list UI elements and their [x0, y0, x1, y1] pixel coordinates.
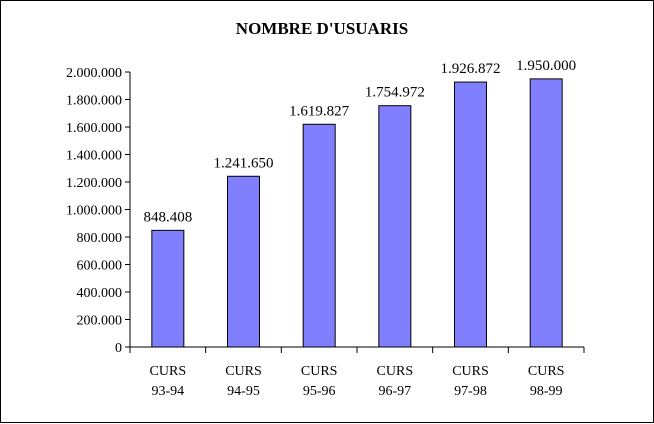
y-tick-label: 600.000: [77, 259, 123, 274]
bar: [454, 81, 487, 348]
x-category-label: CURS: [377, 364, 414, 379]
x-category-label: CURS: [452, 364, 489, 379]
y-tick-label: 1.000.000: [66, 204, 122, 219]
y-tick-label: 1.200.000: [66, 176, 122, 191]
x-category-label: CURS: [225, 364, 262, 379]
data-label: 1.950.000: [516, 58, 576, 74]
data-label: 1.926.872: [441, 61, 501, 77]
data-label: 1.241.650: [214, 155, 274, 171]
bar: [529, 78, 563, 348]
y-tick-label: 800.000: [77, 231, 123, 246]
y-tick-label: 400.000: [77, 286, 123, 301]
data-label: 1.619.827: [289, 103, 350, 119]
bar: [378, 105, 412, 348]
y-axis-ticks: 0 200.000 400.000 600.000 800.000 1.000.000 1.…: [66, 66, 130, 356]
x-category-label: CURS: [301, 364, 338, 379]
x-category-label: 95-96: [303, 384, 336, 399]
data-labels: 848.408 1.241.650 1.619.827 1.754.972 1.926.…: [143, 58, 576, 225]
y-tick-label: 200.000: [77, 314, 123, 329]
data-label: 848.408: [143, 209, 192, 225]
bar: [227, 175, 260, 348]
y-tick-label: 1.800.000: [66, 94, 122, 109]
bars: [151, 78, 563, 348]
bar: [151, 229, 185, 348]
bar: [302, 123, 336, 348]
y-tick-label: 0: [115, 341, 122, 356]
x-category-label: 94-95: [227, 384, 260, 399]
y-tick-label: 1.600.000: [66, 121, 122, 136]
x-category-label: 98-99: [530, 384, 563, 399]
x-category-label: CURS: [150, 364, 187, 379]
y-tick-label: 1.400.000: [66, 149, 122, 164]
x-category-label: 97-98: [454, 384, 487, 399]
chart-title: NOMBRE D'USUARIS: [236, 19, 408, 38]
y-tick-label: 2.000.000: [66, 66, 122, 81]
x-category-label: CURS: [528, 364, 565, 379]
x-category-label: 93-94: [151, 384, 184, 399]
data-label: 1.754.972: [365, 85, 425, 101]
x-category-label: 96-97: [378, 384, 411, 399]
x-axis-categories: CURS 93-94 CURS 94-95 CURS 95-96 CURS 96-97 CURS…: [129, 347, 585, 399]
